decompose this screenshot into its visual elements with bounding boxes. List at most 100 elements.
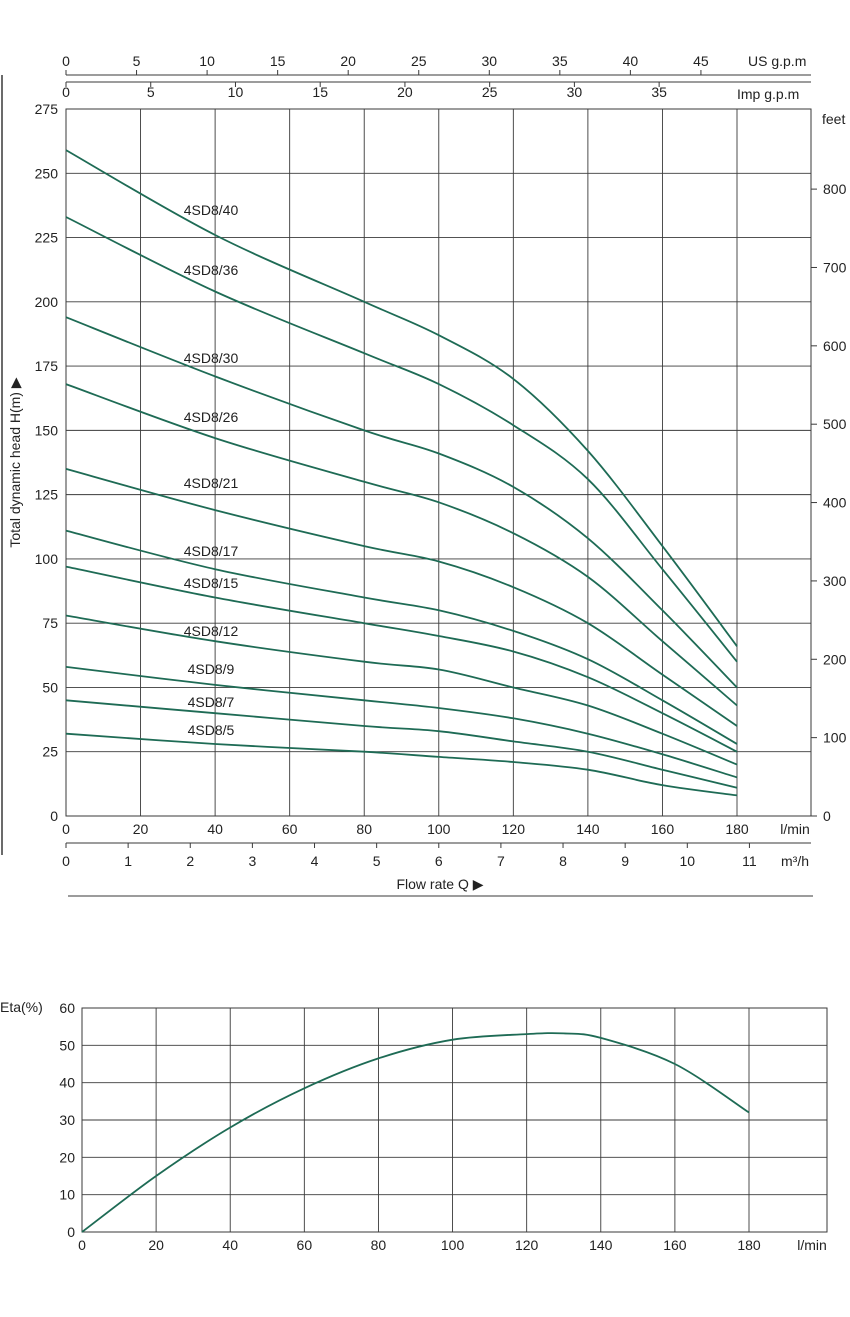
series-line-4SD8-15 <box>65 565 738 753</box>
m3h-tick-label: 7 <box>497 853 505 869</box>
x-tick-label-lmin: 100 <box>427 821 451 837</box>
eta-y-tick-label: 30 <box>59 1112 75 1128</box>
x-tick-label-lmin: 0 <box>62 821 70 837</box>
m3h-tick-label: 5 <box>373 853 381 869</box>
y-axis-title: Total dynamic head H(m) ▶ <box>7 377 23 548</box>
y-tick-label: 100 <box>35 551 59 567</box>
series-line-4SD8-40 <box>65 149 738 647</box>
imp-gpm-tick-label: 10 <box>228 84 244 100</box>
x-tick-label-lmin: 40 <box>207 821 223 837</box>
series-line-4SD8-36 <box>65 216 738 663</box>
y-tick-label: 150 <box>35 422 59 438</box>
us-gpm-tick-label: 35 <box>552 53 568 69</box>
m3h-tick-label: 2 <box>186 853 194 869</box>
y-tick-label: 75 <box>42 615 58 631</box>
eta-x-tick-label: 80 <box>371 1237 387 1253</box>
us-gpm-tick-label: 40 <box>623 53 639 69</box>
us-gpm-tick-label: 5 <box>133 53 141 69</box>
series-line-4SD8-7 <box>65 699 738 789</box>
series-label: 4SD8/12 <box>184 623 239 639</box>
x-tick-label-lmin: 160 <box>651 821 675 837</box>
x-tick-label-lmin: 60 <box>282 821 298 837</box>
series-line-4SD8-12 <box>65 614 738 766</box>
m3h-tick-label: 1 <box>124 853 132 869</box>
eta-x-tick-label: 100 <box>441 1237 465 1253</box>
efficiency-chart: 0 20 40 60 80 100 120 140 160 180 l/min 0 10 20 30 40 50… <box>0 999 828 1253</box>
series-line-4SD8-26 <box>65 383 738 707</box>
feet-axis-title: feet <box>822 111 845 127</box>
imp-gpm-axis-title: Imp g.p.m <box>737 86 799 102</box>
feet-tick-label: 700 <box>823 259 847 275</box>
series-line-4SD8-21 <box>65 468 738 727</box>
eta-y-tick-label: 60 <box>59 1000 75 1016</box>
eta-x-tick-label: 180 <box>737 1237 761 1253</box>
feet-tick-label: 800 <box>823 181 847 197</box>
imp-gpm-tick-label: 20 <box>397 84 413 100</box>
us-gpm-tick-label: 15 <box>270 53 286 69</box>
m3h-tick-label: 0 <box>62 853 70 869</box>
y-tick-label: 125 <box>35 487 59 503</box>
imp-gpm-tick-label: 30 <box>567 84 583 100</box>
series-label: 4SD8/26 <box>184 409 239 425</box>
series-label: 4SD8/17 <box>184 543 239 559</box>
feet-tick-label: 0 <box>823 808 831 824</box>
series-label: 4SD8/30 <box>184 350 239 366</box>
eta-x-tick-label: 140 <box>589 1237 613 1253</box>
imp-gpm-tick-label: 5 <box>147 84 155 100</box>
eta-y-tick-label: 20 <box>59 1149 75 1165</box>
y-tick-label: 200 <box>35 294 59 310</box>
eta-x-tick-label: 20 <box>148 1237 164 1253</box>
us-gpm-tick-label: 20 <box>340 53 356 69</box>
us-gpm-axis-title: US g.p.m <box>748 53 806 69</box>
us-gpm-tick-label: 0 <box>62 53 70 69</box>
eta-y-axis-title: Eta(%) <box>0 999 43 1015</box>
imp-gpm-tick-label: 35 <box>651 84 667 100</box>
series-label: 4SD8/21 <box>184 475 239 491</box>
m3h-tick-label: 8 <box>559 853 567 869</box>
us-gpm-tick-label: 25 <box>411 53 427 69</box>
imp-gpm-tick-label: 15 <box>312 84 328 100</box>
eta-x-tick-label: 0 <box>78 1237 86 1253</box>
eta-x-tick-label: 40 <box>222 1237 238 1253</box>
feet-tick-label: 600 <box>823 338 847 354</box>
series-label: 4SD8/9 <box>188 661 235 677</box>
x-tick-label-lmin: 120 <box>502 821 526 837</box>
m3h-tick-label: 4 <box>311 853 319 869</box>
eta-y-tick-label: 50 <box>59 1037 75 1053</box>
eta-x-tick-label: 60 <box>297 1237 313 1253</box>
m3h-tick-label: 3 <box>248 853 256 869</box>
series-line-4SD8-17 <box>65 529 738 745</box>
eta-y-tick-label: 0 <box>67 1224 75 1240</box>
series-line-4SD8-5 <box>65 732 738 797</box>
y-tick-label: 225 <box>35 230 59 246</box>
us-gpm-tick-label: 30 <box>482 53 498 69</box>
feet-tick-label: 100 <box>823 730 847 746</box>
x-tick-label-lmin: 180 <box>725 821 749 837</box>
imp-gpm-tick-label: 0 <box>62 84 70 100</box>
y-tick-label: 275 <box>35 101 59 117</box>
series-label: 4SD8/5 <box>188 722 235 738</box>
x-unit-label-lmin: l/min <box>780 821 810 837</box>
series-label: 4SD8/15 <box>184 575 239 591</box>
m3h-axis-title: m³/h <box>781 853 809 869</box>
series-label: 4SD8/36 <box>184 262 239 278</box>
us-gpm-tick-label: 45 <box>693 53 709 69</box>
x-tick-label-lmin: 20 <box>133 821 149 837</box>
x-axis-title: Flow rate Q ▶ <box>396 876 483 892</box>
y-tick-label: 50 <box>42 679 58 695</box>
eta-y-tick-label: 10 <box>59 1187 75 1203</box>
eta-x-tick-label: 160 <box>663 1237 687 1253</box>
series-label: 4SD8/40 <box>184 202 239 218</box>
y-tick-label: 175 <box>35 358 59 374</box>
m3h-tick-label: 10 <box>680 853 696 869</box>
series-line-4SD8-30 <box>65 316 738 689</box>
y-tick-label: 25 <box>42 744 58 760</box>
eta-x-tick-label: 120 <box>515 1237 539 1253</box>
m3h-tick-label: 9 <box>621 853 629 869</box>
y-tick-label: 0 <box>50 808 58 824</box>
feet-tick-label: 500 <box>823 416 847 432</box>
feet-tick-label: 300 <box>823 573 847 589</box>
m3h-tick-label: 11 <box>742 853 757 869</box>
imp-gpm-tick-label: 25 <box>482 84 498 100</box>
